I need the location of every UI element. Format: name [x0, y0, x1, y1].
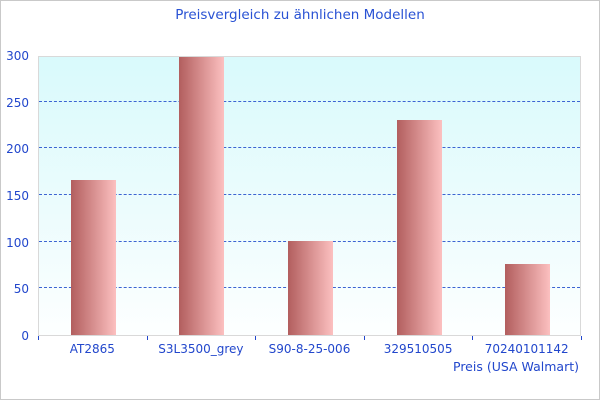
x-axis-tick — [255, 336, 257, 340]
x-tick-label-S90-8-25-006: S90-8-25-006 — [268, 342, 351, 356]
y-tick-label-150: 150 — [6, 189, 29, 203]
y-tick-label-250: 250 — [6, 95, 29, 110]
y-tick-label-200: 200 — [6, 142, 29, 157]
y-tick-label-300: 300 — [6, 49, 29, 63]
x-axis-tick — [472, 336, 474, 340]
y-tick-label-0: 0 — [21, 329, 29, 343]
x-axis-tick — [363, 336, 365, 340]
x-tick-label-70240101142: 70240101142 — [484, 342, 569, 356]
x-axis-tick — [38, 336, 39, 340]
x-tick-label-329510505: 329510505 — [383, 342, 453, 356]
gridline-150 — [39, 194, 580, 195]
gridline-250 — [39, 100, 580, 102]
x-axis-tick — [146, 336, 148, 340]
gridline-200 — [39, 147, 580, 149]
bar-S90-8-25-006 — [288, 240, 333, 335]
bar-329510505 — [396, 120, 442, 335]
x-tick-label-S3L3500_grey: S3L3500_grey — [158, 342, 244, 356]
bar-S3L3500_grey — [179, 56, 225, 335]
x-axis-title: Preis (USA Walmart) — [453, 359, 579, 374]
plot-area — [38, 56, 581, 336]
y-tick-label-50: 50 — [13, 282, 29, 297]
x-axis-tick — [581, 336, 582, 340]
y-tick-label-100: 100 — [6, 235, 29, 250]
bar-70240101142 — [505, 264, 551, 335]
x-tick-label-AT2865: AT2865 — [69, 342, 115, 356]
bar-AT2865 — [70, 180, 116, 335]
chart-title: Preisvergleich zu ähnlichen Modellen — [175, 7, 425, 23]
